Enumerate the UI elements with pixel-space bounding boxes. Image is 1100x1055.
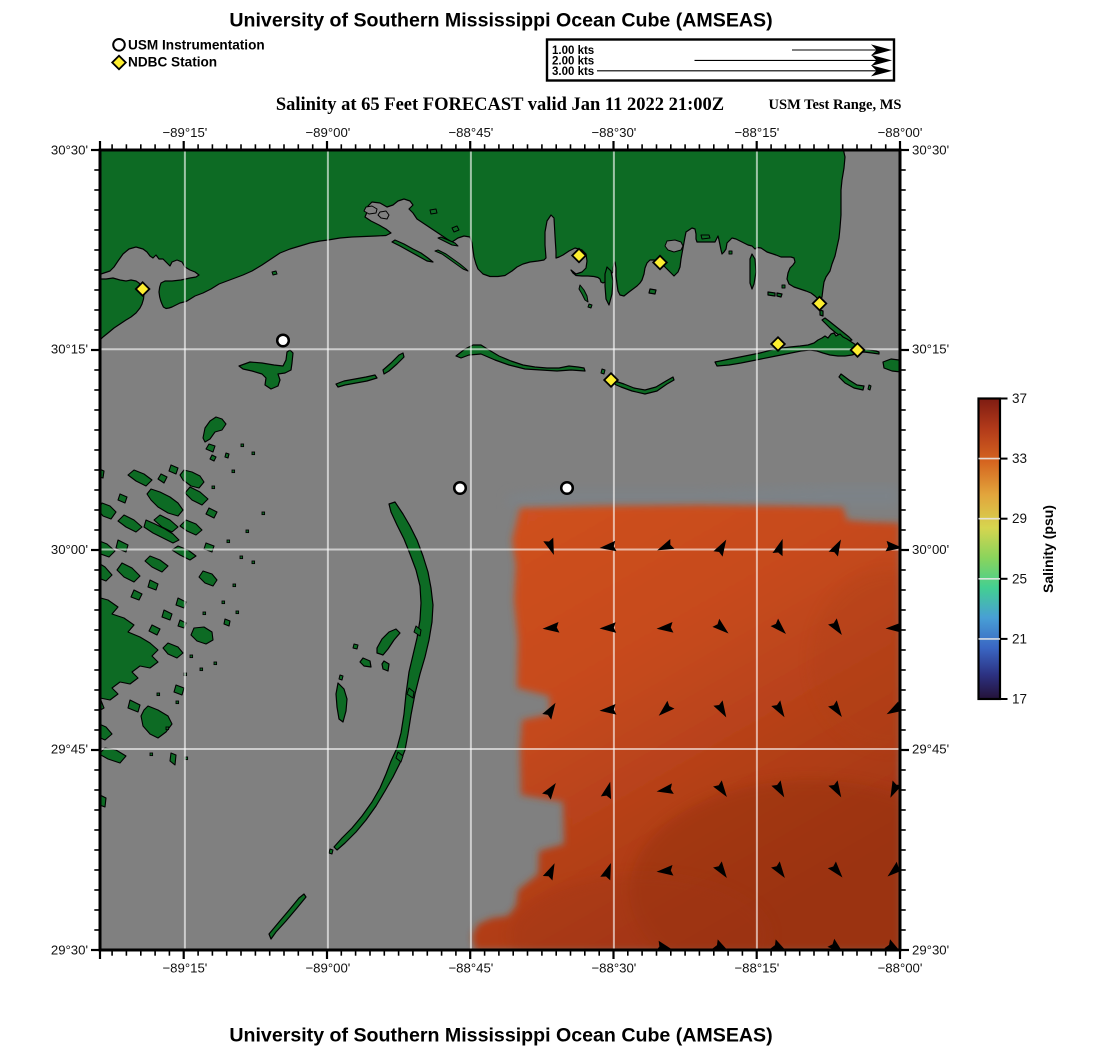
svg-text:29°30': 29°30'	[51, 942, 88, 957]
svg-text:−88°30': −88°30'	[591, 961, 636, 976]
svg-text:30°00': 30°00'	[51, 542, 88, 557]
svg-text:−88°45': −88°45'	[448, 961, 493, 976]
svg-text:21: 21	[1012, 631, 1027, 646]
svg-text:−88°00': −88°00'	[878, 125, 923, 140]
svg-text:−89°00': −89°00'	[305, 961, 350, 976]
svg-text:29°45': 29°45'	[51, 741, 88, 756]
svg-text:USM Test Range, MS: USM Test Range, MS	[769, 97, 902, 113]
svg-text:1.00 kts: 1.00 kts	[552, 45, 594, 57]
svg-text:NDBC Station: NDBC Station	[128, 55, 217, 70]
svg-text:33: 33	[1012, 451, 1027, 466]
svg-text:25: 25	[1012, 571, 1027, 586]
svg-text:29: 29	[1012, 511, 1027, 526]
svg-text:29°30': 29°30'	[912, 942, 949, 957]
svg-text:37: 37	[1012, 391, 1027, 406]
svg-text:2.00 kts: 2.00 kts	[552, 55, 594, 67]
svg-text:USM Instrumentation: USM Instrumentation	[128, 38, 265, 53]
svg-text:−89°00': −89°00'	[305, 125, 350, 140]
svg-text:Salinity at 65 Feet FORECAST v: Salinity at 65 Feet FORECAST valid Jan 1…	[276, 95, 724, 115]
svg-text:−88°00': −88°00'	[878, 961, 923, 976]
svg-text:30°15': 30°15'	[912, 342, 949, 357]
svg-text:29°45': 29°45'	[912, 741, 949, 756]
svg-text:−89°15': −89°15'	[162, 125, 207, 140]
svg-text:University of Southern Mississ: University of Southern Mississippi Ocean…	[229, 1025, 772, 1047]
svg-text:−89°15': −89°15'	[162, 961, 207, 976]
svg-text:−88°15': −88°15'	[734, 125, 779, 140]
svg-text:30°30': 30°30'	[912, 142, 949, 157]
svg-text:University of Southern Mississ: University of Southern Mississippi Ocean…	[229, 10, 772, 32]
svg-text:30°15': 30°15'	[51, 342, 88, 357]
svg-text:−88°30': −88°30'	[591, 125, 636, 140]
svg-text:Salinity (psu): Salinity (psu)	[1040, 505, 1056, 593]
svg-text:30°30': 30°30'	[51, 142, 88, 157]
svg-text:30°00': 30°00'	[912, 542, 949, 557]
svg-text:3.00 kts: 3.00 kts	[552, 66, 594, 78]
svg-text:17: 17	[1012, 692, 1027, 707]
svg-text:−88°15': −88°15'	[734, 961, 779, 976]
svg-text:−88°45': −88°45'	[448, 125, 493, 140]
